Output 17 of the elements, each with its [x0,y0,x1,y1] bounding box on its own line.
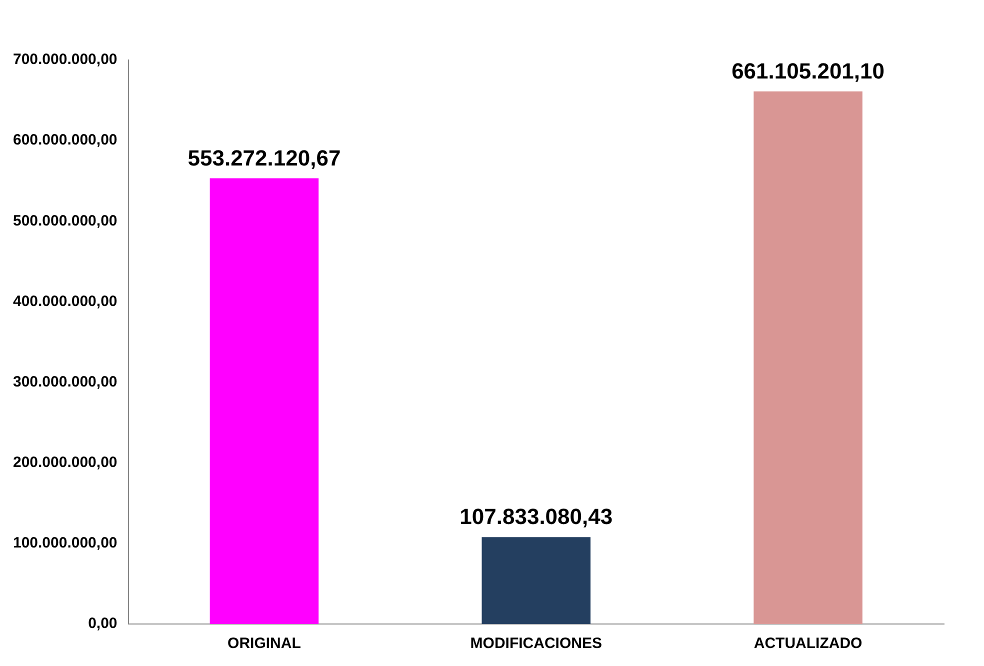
data-label: 553.272.120,67 [188,145,341,170]
bar [482,537,591,624]
data-label: 661.105.201,10 [732,58,885,84]
y-tick-label: 700.000.000,00 [12,51,118,68]
x-tick-label: ORIGINAL [228,635,301,652]
y-tick-label: 600.000.000,00 [12,132,118,149]
y-tick-label: 100.000.000,00 [12,534,118,552]
y-tick-label: 200.000.000,00 [12,454,118,471]
y-tick-label: 500.000.000,00 [12,212,118,230]
y-tick-label: 300.000.000,00 [12,373,118,390]
bar [210,178,319,624]
bar [754,91,862,624]
x-tick-label: ACTUALIZADO [754,635,863,652]
y-tick-label: 400.000.000,00 [12,292,118,310]
data-label: 107.833.080,43 [460,504,613,530]
x-tick-label: MODIFICACIONES [470,635,602,652]
y-tick-label: 0,00 [88,615,118,632]
